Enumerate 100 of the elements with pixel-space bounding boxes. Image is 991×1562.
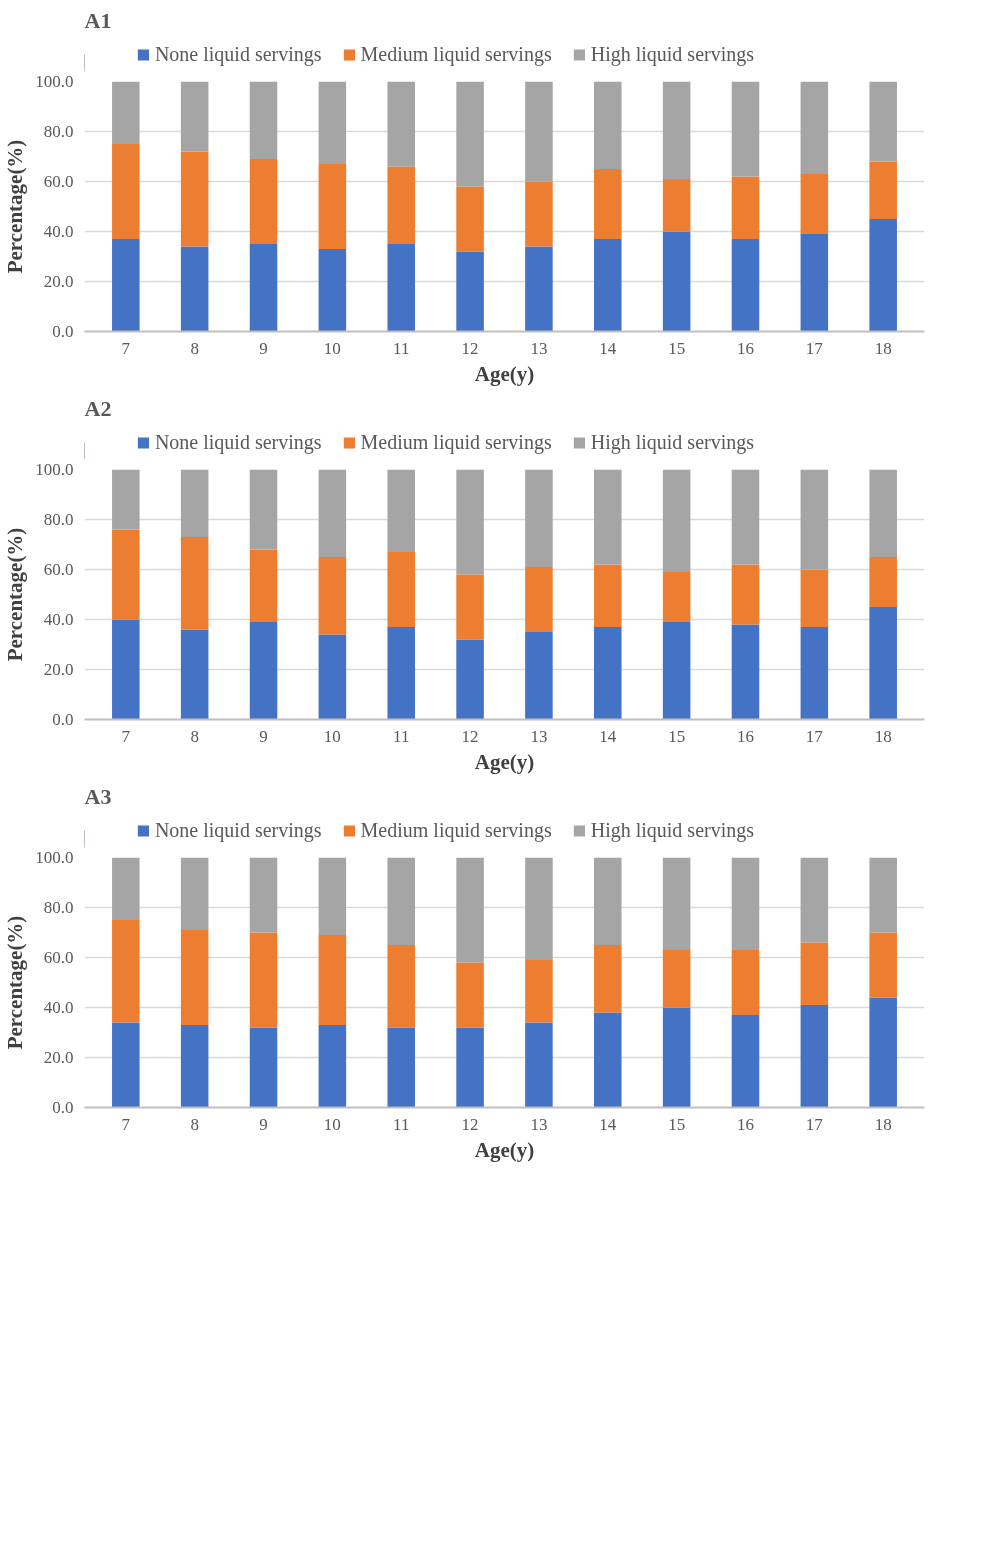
x-tick-label: 18 [874,1114,892,1134]
bar [456,639,484,720]
legend-label: None liquid servings [154,430,322,454]
x-axis-title: Age(y) [474,749,535,774]
bar [249,244,278,332]
bar [869,557,897,607]
bar [525,857,553,960]
y-tick-label: 0.0 [52,322,74,341]
y-tick-label: 60.0 [43,172,74,191]
x-tick-label: 13 [530,1114,548,1134]
bar [800,234,829,332]
bar [180,930,209,1025]
bar [731,469,760,565]
y-tick-label: 80.0 [43,122,74,141]
bar [731,857,760,950]
bar [318,935,347,1025]
x-tick-label: 12 [461,1114,479,1134]
bar [800,1005,829,1108]
bar [594,627,622,720]
bar [594,169,622,239]
bar [662,179,691,232]
x-tick-label: 18 [874,726,892,746]
bar [456,962,484,1028]
x-tick-label: 17 [805,338,824,358]
y-tick-label: 20.0 [43,660,74,679]
legend-label: Medium liquid servings [360,818,552,842]
bar [387,469,415,552]
bar [318,81,347,164]
x-tick-label: 9 [259,1114,268,1134]
bar [869,607,897,720]
legend-label: High liquid servings [590,42,755,66]
bar [662,857,691,950]
bar [249,932,278,1028]
bar [800,857,829,943]
bar [594,239,622,332]
bar [112,469,140,530]
bar [318,164,347,249]
x-tick-label: 17 [805,726,824,746]
legend-label: None liquid servings [154,42,322,66]
x-tick-label: 12 [461,338,479,358]
bar [594,81,622,169]
y-tick-label: 80.0 [43,898,74,917]
legend-label: None liquid servings [154,818,322,842]
bar [869,161,897,219]
legend-label: High liquid servings [590,430,755,454]
bar [525,246,553,332]
bar [387,1027,415,1108]
bar [662,231,691,332]
bar [800,627,829,720]
bar [387,166,415,244]
bar [249,469,278,550]
bar [387,945,415,1028]
bar [525,632,553,720]
bar [387,857,415,945]
bar [456,81,484,187]
x-tick-label: 14 [599,726,617,746]
bar [180,629,209,720]
x-tick-label: 12 [461,726,479,746]
y-tick-label: 80.0 [43,510,74,529]
x-tick-label: 16 [736,1114,754,1134]
bar [869,81,897,162]
bar [249,1027,278,1108]
bar [731,624,760,720]
bar [800,469,829,570]
bar [387,244,415,332]
bar [731,239,760,332]
x-tick-label: 18 [874,338,892,358]
x-axis-title: Age(y) [474,1137,535,1162]
bar [456,1027,484,1108]
legend-label: Medium liquid servings [360,430,552,454]
bar [112,619,140,720]
bar [594,945,622,1013]
y-axis-title: Percentage(%) [3,527,28,662]
y-tick-label: 100.0 [35,72,74,91]
bar [662,1007,691,1108]
x-tick-label: 10 [323,338,341,358]
chart-title: A2 [84,395,112,421]
bar [731,564,760,625]
bar [249,622,278,720]
x-tick-label: 13 [530,726,548,746]
bar [387,552,415,627]
bar [731,1015,760,1108]
bar [594,469,622,565]
y-tick-label: 60.0 [43,948,74,967]
x-tick-label: 9 [259,726,268,746]
bar [112,81,140,144]
bar [456,251,484,332]
bar [594,564,622,627]
x-tick-label: 17 [805,1114,824,1134]
x-tick-label: 10 [323,1114,341,1134]
y-axis-title: Percentage(%) [3,915,28,1050]
bar [318,1025,347,1108]
x-tick-label: 8 [190,1114,199,1134]
y-tick-label: 0.0 [52,710,74,729]
bar [525,1022,553,1108]
x-tick-label: 16 [736,338,754,358]
bar [731,950,760,1015]
bar [456,574,484,640]
bar [249,549,278,622]
bar [525,81,553,182]
